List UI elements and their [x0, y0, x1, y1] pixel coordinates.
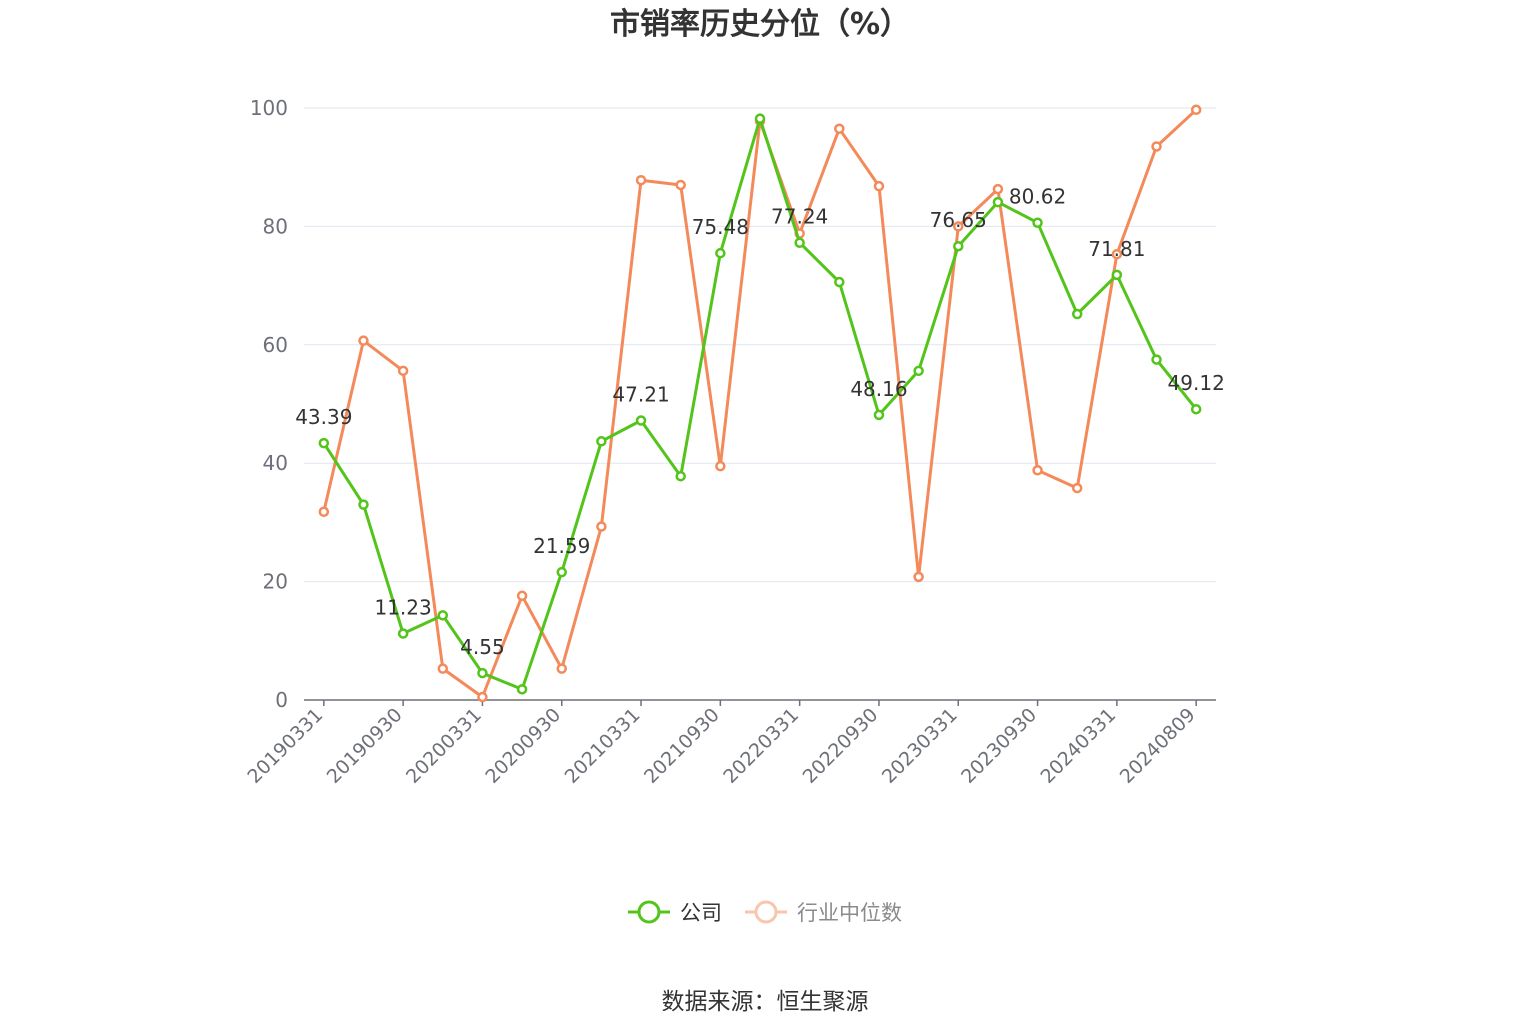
data-point	[437, 610, 449, 621]
data-point	[358, 499, 369, 510]
x-tick-label: 20200331	[402, 704, 486, 788]
data-point	[794, 237, 805, 248]
data-point	[1190, 104, 1202, 116]
data-point	[516, 684, 528, 695]
data-point	[992, 196, 1004, 208]
data-label: 11.23	[374, 596, 431, 620]
data-label: 21.59	[533, 534, 590, 558]
data-point	[596, 521, 607, 532]
data-point	[715, 247, 726, 259]
series-1	[318, 104, 1202, 703]
data-point	[556, 566, 567, 578]
x-tick-label: 20230331	[878, 704, 962, 788]
data-label: 71.81	[1088, 237, 1145, 261]
data-point	[953, 221, 964, 232]
data-label: 75.48	[692, 215, 749, 239]
x-tick-label: 20190331	[243, 704, 327, 788]
x-tick-label: 20230930	[957, 704, 1041, 788]
data-point	[635, 174, 647, 186]
data-point	[1111, 269, 1123, 281]
data-point	[1190, 403, 1202, 415]
legend-label: 公司	[680, 901, 722, 925]
data-label: 80.62	[1009, 185, 1066, 209]
data-point	[834, 123, 845, 134]
data-label: 48.16	[850, 377, 907, 401]
data-point	[1071, 308, 1083, 320]
series-0	[318, 113, 1202, 695]
data-point	[1071, 482, 1083, 494]
data-point	[635, 415, 647, 426]
data-point	[873, 409, 885, 421]
source-note: 数据来源：恒生聚源	[662, 989, 869, 1015]
data-point	[318, 437, 330, 449]
y-tick-label: 100	[250, 96, 288, 120]
x-tick-label: 20240809	[1116, 704, 1200, 788]
x-tick-label: 20220930	[799, 704, 883, 788]
y-tick-label: 80	[263, 214, 288, 238]
series-layer	[318, 104, 1202, 703]
y-tick-label: 60	[263, 333, 288, 357]
legend-item-0[interactable]: 公司	[628, 900, 722, 925]
data-point	[992, 183, 1004, 195]
legend-marker	[754, 900, 778, 924]
data-label: 4.55	[460, 635, 505, 659]
legend-label: 行业中位数	[797, 901, 902, 925]
data-point	[834, 276, 845, 288]
data-point	[715, 460, 726, 472]
data-point	[675, 470, 686, 482]
y-tick-label: 40	[263, 451, 288, 475]
data-label: 47.21	[612, 383, 669, 407]
data-point	[516, 590, 528, 602]
data-point	[318, 506, 330, 517]
data-point	[397, 628, 409, 639]
data-point	[953, 240, 964, 252]
data-point	[1032, 217, 1043, 228]
x-tick-label: 20210930	[640, 704, 724, 788]
data-point	[556, 663, 567, 674]
x-axis: 2019033120190930202003312020093020210331…	[243, 699, 1216, 788]
x-tick-label: 20220331	[719, 704, 803, 788]
x-tick-label: 20200930	[481, 704, 565, 788]
data-point	[754, 113, 766, 124]
data-point	[477, 667, 488, 679]
data-point	[675, 179, 686, 191]
data-point	[477, 691, 488, 703]
data-point	[437, 663, 449, 674]
data-point	[358, 335, 369, 346]
legend-marker	[637, 900, 661, 924]
data-point	[1111, 248, 1123, 260]
data-point	[1151, 141, 1162, 152]
data-label: 77.24	[771, 205, 828, 229]
x-tick-label: 20210331	[561, 704, 645, 788]
data-point	[397, 365, 409, 377]
chart-title: 市销率历史分位（%）	[610, 7, 910, 42]
data-label: 43.39	[295, 405, 352, 429]
y-tick-label: 20	[263, 570, 288, 594]
x-tick-label: 20190930	[323, 704, 407, 788]
data-point	[1032, 465, 1043, 476]
data-label: 76.65	[930, 208, 987, 232]
data-labels: 43.39 11.23 4.55 21.59 47.21 75.48 77.24 48.16 7…	[295, 185, 1225, 659]
data-point	[913, 571, 924, 583]
data-point	[596, 436, 607, 447]
data-point	[913, 365, 924, 377]
legend[interactable]: 公司 行业中位数	[628, 900, 902, 925]
data-label: 49.12	[1168, 371, 1225, 395]
data-point	[873, 180, 885, 192]
y-axis: 0 20 40 60 80 100	[250, 96, 288, 712]
y-tick-label: 0	[275, 688, 288, 712]
x-tick-label: 20240331	[1036, 704, 1120, 788]
grid	[304, 107, 1216, 583]
data-point	[1151, 354, 1162, 365]
legend-item-1[interactable]: 行业中位数	[745, 900, 902, 925]
